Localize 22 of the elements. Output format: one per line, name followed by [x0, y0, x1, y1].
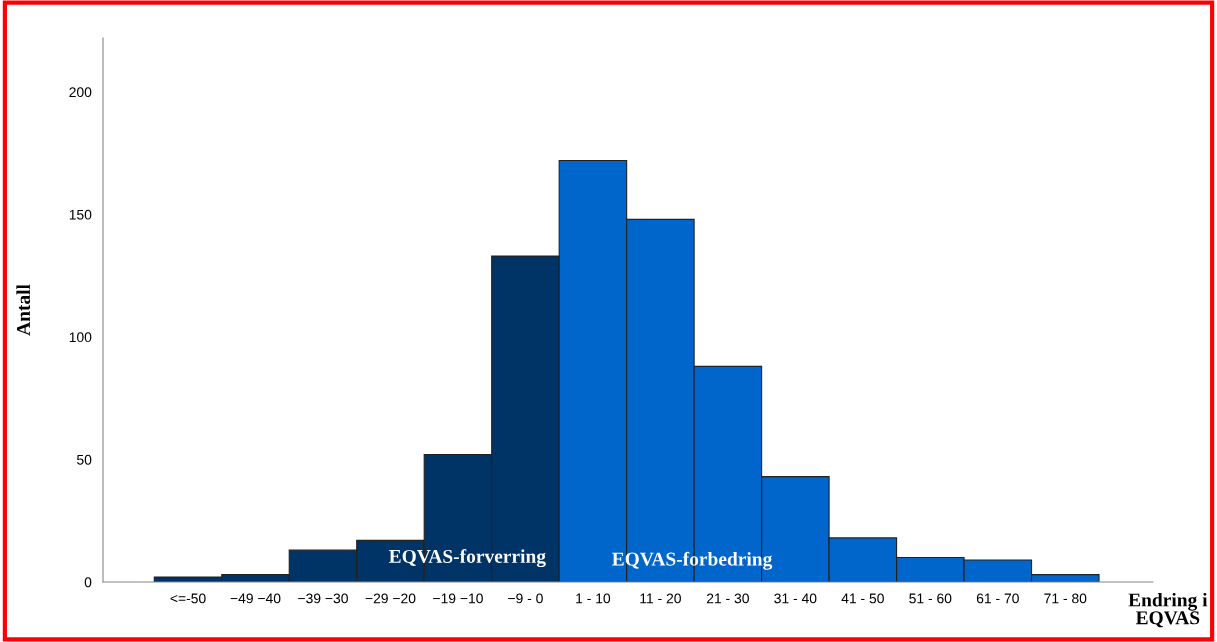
x-tick-label: −9 - 0	[508, 593, 543, 604]
x-tick-label: −39 −30	[298, 593, 348, 604]
annotation: EQVAS-forverring	[389, 549, 546, 568]
x-tick-label: 51 - 60	[909, 593, 952, 604]
y-axis-title: Antall	[16, 284, 31, 336]
y-tick-label: 50	[77, 454, 92, 465]
x-tick-label: <=-50	[170, 593, 206, 604]
x-tick-label: −49 −40	[230, 593, 281, 604]
x-tick-label: 1 - 10	[576, 593, 611, 604]
x-tick-label: 41 - 50	[841, 593, 884, 604]
y-tick-label: 0	[84, 577, 92, 588]
x-tick-label: 71 - 80	[1044, 593, 1087, 604]
y-tick-label: 100	[69, 332, 92, 343]
x-tick-label: −19 −10	[433, 593, 483, 604]
x-tick-label: 61 - 70	[976, 593, 1019, 604]
x-tick-label: 11 - 20	[640, 593, 681, 604]
y-tick-label: 200	[69, 87, 92, 98]
y-tick-label: 150	[69, 209, 92, 220]
x-tick-label: 31 - 40	[774, 593, 817, 604]
x-tick-label: 21 - 30	[706, 593, 749, 604]
x-axis-title: Endring i EQVAS	[1128, 592, 1208, 628]
x-tick-label: −29 −20	[365, 593, 416, 604]
